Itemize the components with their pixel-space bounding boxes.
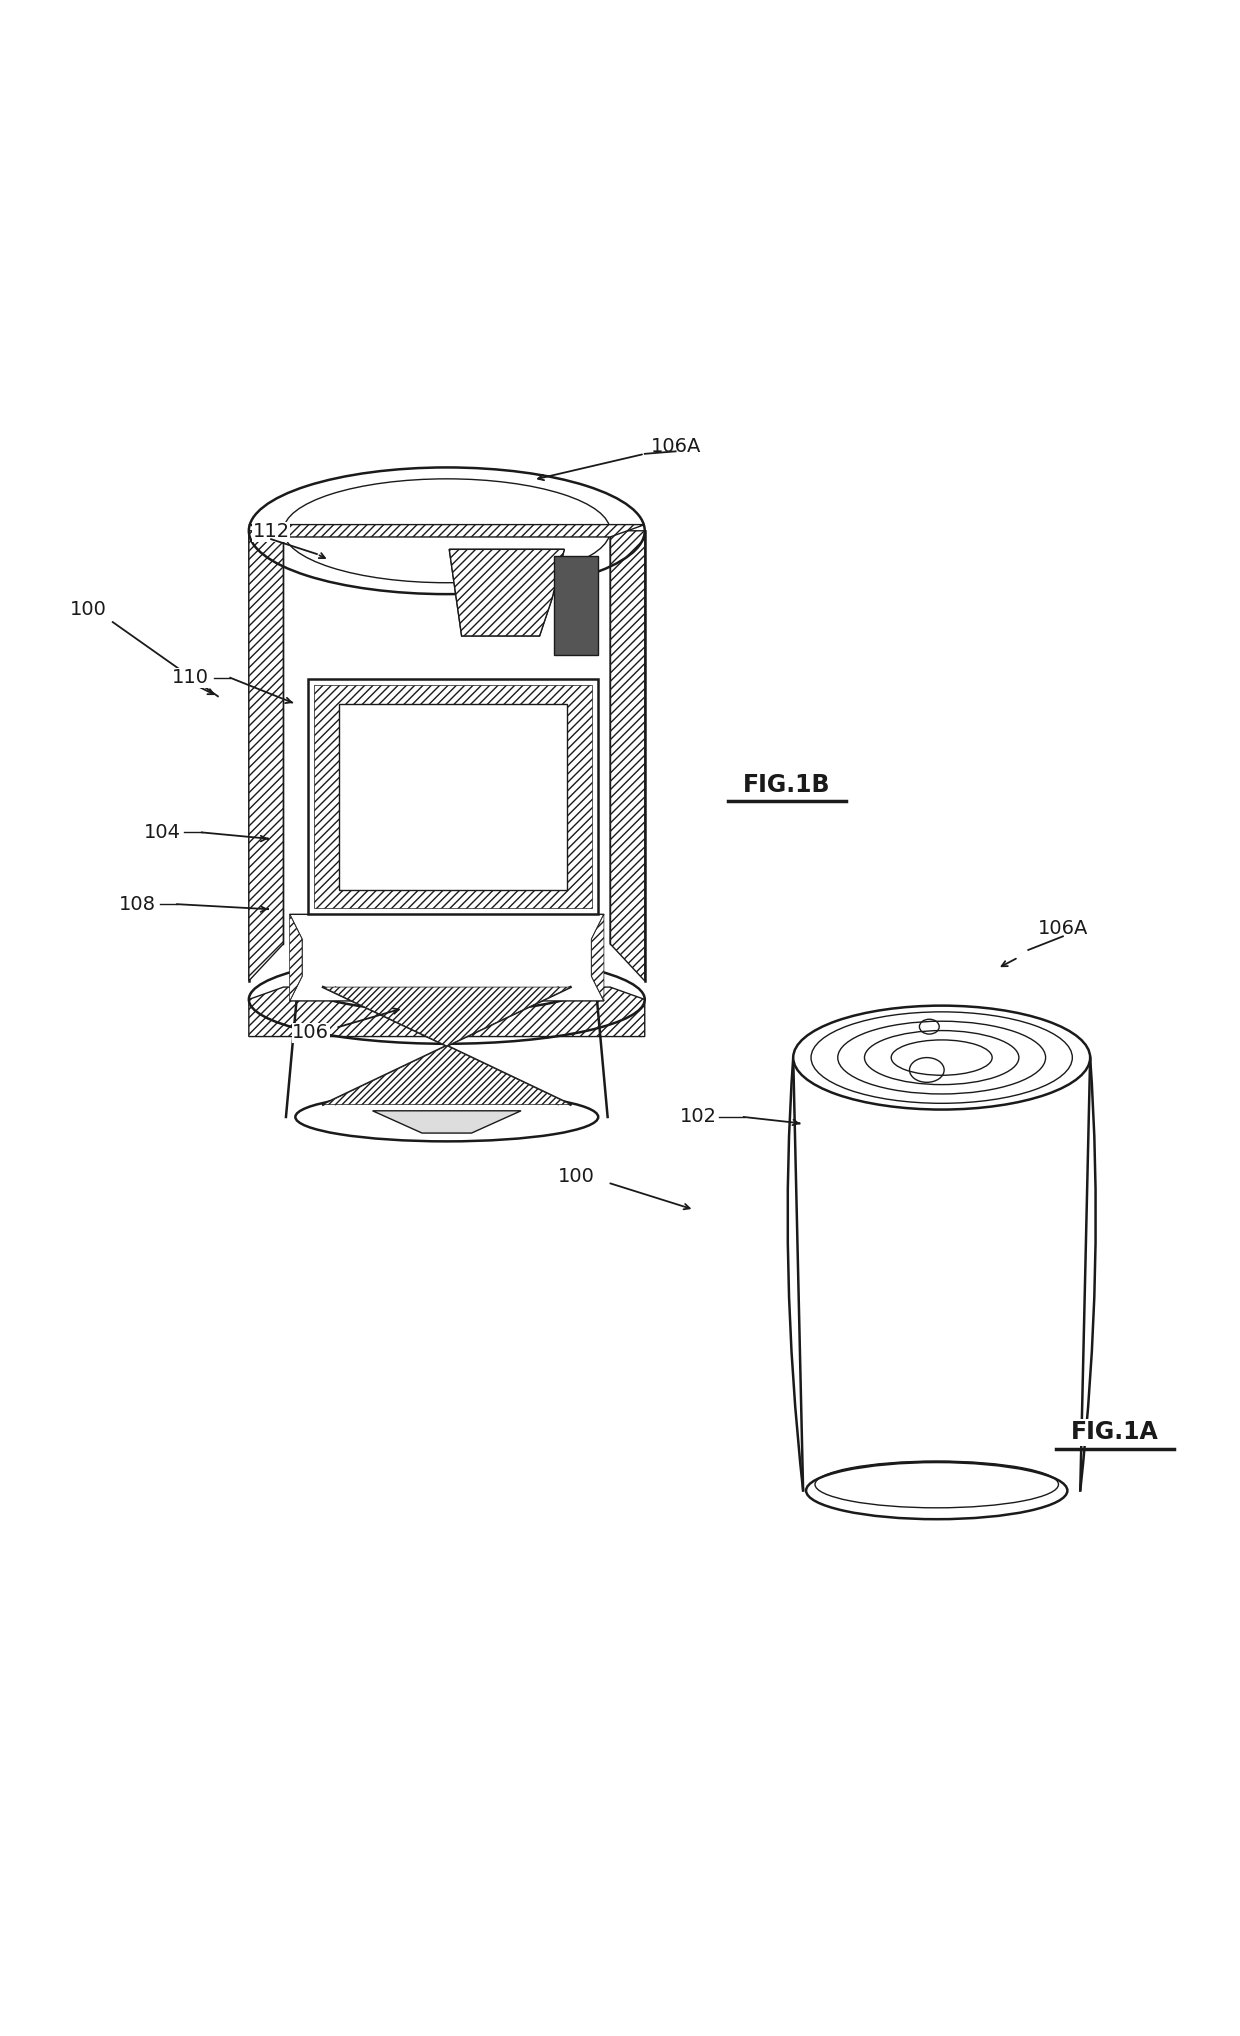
Ellipse shape (299, 951, 595, 1012)
Polygon shape (449, 550, 564, 635)
Polygon shape (249, 525, 645, 538)
Polygon shape (290, 914, 604, 1002)
Text: 106A: 106A (651, 438, 701, 456)
Ellipse shape (284, 478, 610, 582)
Ellipse shape (295, 1093, 598, 1142)
Text: 108: 108 (119, 894, 156, 914)
Polygon shape (249, 531, 284, 981)
Bar (315, 686, 591, 908)
Text: 106A: 106A (1038, 920, 1089, 939)
Ellipse shape (806, 1462, 1068, 1519)
Polygon shape (324, 1047, 570, 1106)
Text: 104: 104 (144, 823, 181, 843)
Text: 102: 102 (680, 1108, 717, 1126)
Text: 110: 110 (172, 668, 210, 688)
Ellipse shape (794, 1006, 1090, 1110)
Polygon shape (249, 987, 645, 1036)
Text: FIG.1A: FIG.1A (1071, 1421, 1158, 1444)
Polygon shape (290, 914, 303, 1002)
Bar (309, 680, 598, 914)
Polygon shape (610, 531, 645, 981)
Polygon shape (324, 987, 570, 1047)
Polygon shape (372, 1112, 521, 1134)
Text: 112: 112 (253, 523, 290, 542)
Text: 106: 106 (293, 1024, 329, 1042)
Text: 100: 100 (558, 1167, 595, 1185)
Bar (340, 704, 567, 890)
Text: 100: 100 (69, 601, 107, 619)
Polygon shape (449, 550, 564, 635)
FancyBboxPatch shape (554, 556, 598, 654)
Text: FIG.1B: FIG.1B (743, 774, 831, 798)
Polygon shape (591, 914, 604, 1002)
